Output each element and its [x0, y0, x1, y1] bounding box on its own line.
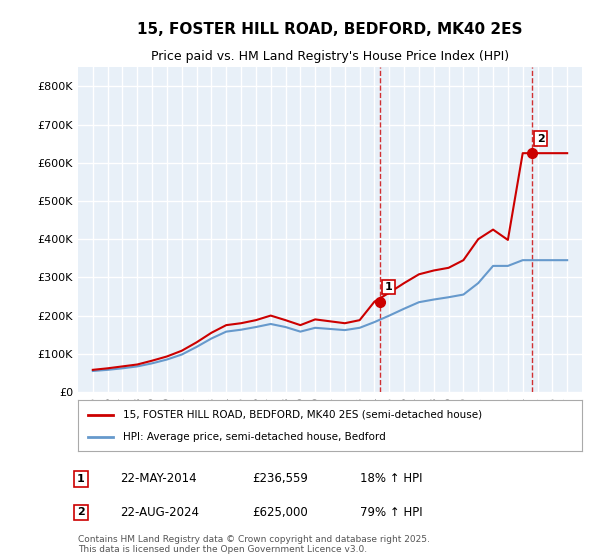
Text: Contains HM Land Registry data © Crown copyright and database right 2025.
This d: Contains HM Land Registry data © Crown c…: [78, 535, 430, 554]
Text: 22-MAY-2014: 22-MAY-2014: [120, 472, 197, 486]
Text: Price paid vs. HM Land Registry's House Price Index (HPI): Price paid vs. HM Land Registry's House …: [151, 50, 509, 63]
Text: HPI: Average price, semi-detached house, Bedford: HPI: Average price, semi-detached house,…: [124, 432, 386, 442]
Text: 1: 1: [77, 474, 85, 484]
Text: 2: 2: [536, 134, 544, 144]
Text: 18% ↑ HPI: 18% ↑ HPI: [360, 472, 422, 486]
Text: £625,000: £625,000: [252, 506, 308, 519]
Text: 2: 2: [77, 507, 85, 517]
Text: £236,559: £236,559: [252, 472, 308, 486]
Text: 15, FOSTER HILL ROAD, BEDFORD, MK40 2ES (semi-detached house): 15, FOSTER HILL ROAD, BEDFORD, MK40 2ES …: [124, 409, 482, 419]
Text: 22-AUG-2024: 22-AUG-2024: [120, 506, 199, 519]
Text: 79% ↑ HPI: 79% ↑ HPI: [360, 506, 422, 519]
Text: 15, FOSTER HILL ROAD, BEDFORD, MK40 2ES: 15, FOSTER HILL ROAD, BEDFORD, MK40 2ES: [137, 22, 523, 38]
Text: 1: 1: [385, 282, 392, 292]
